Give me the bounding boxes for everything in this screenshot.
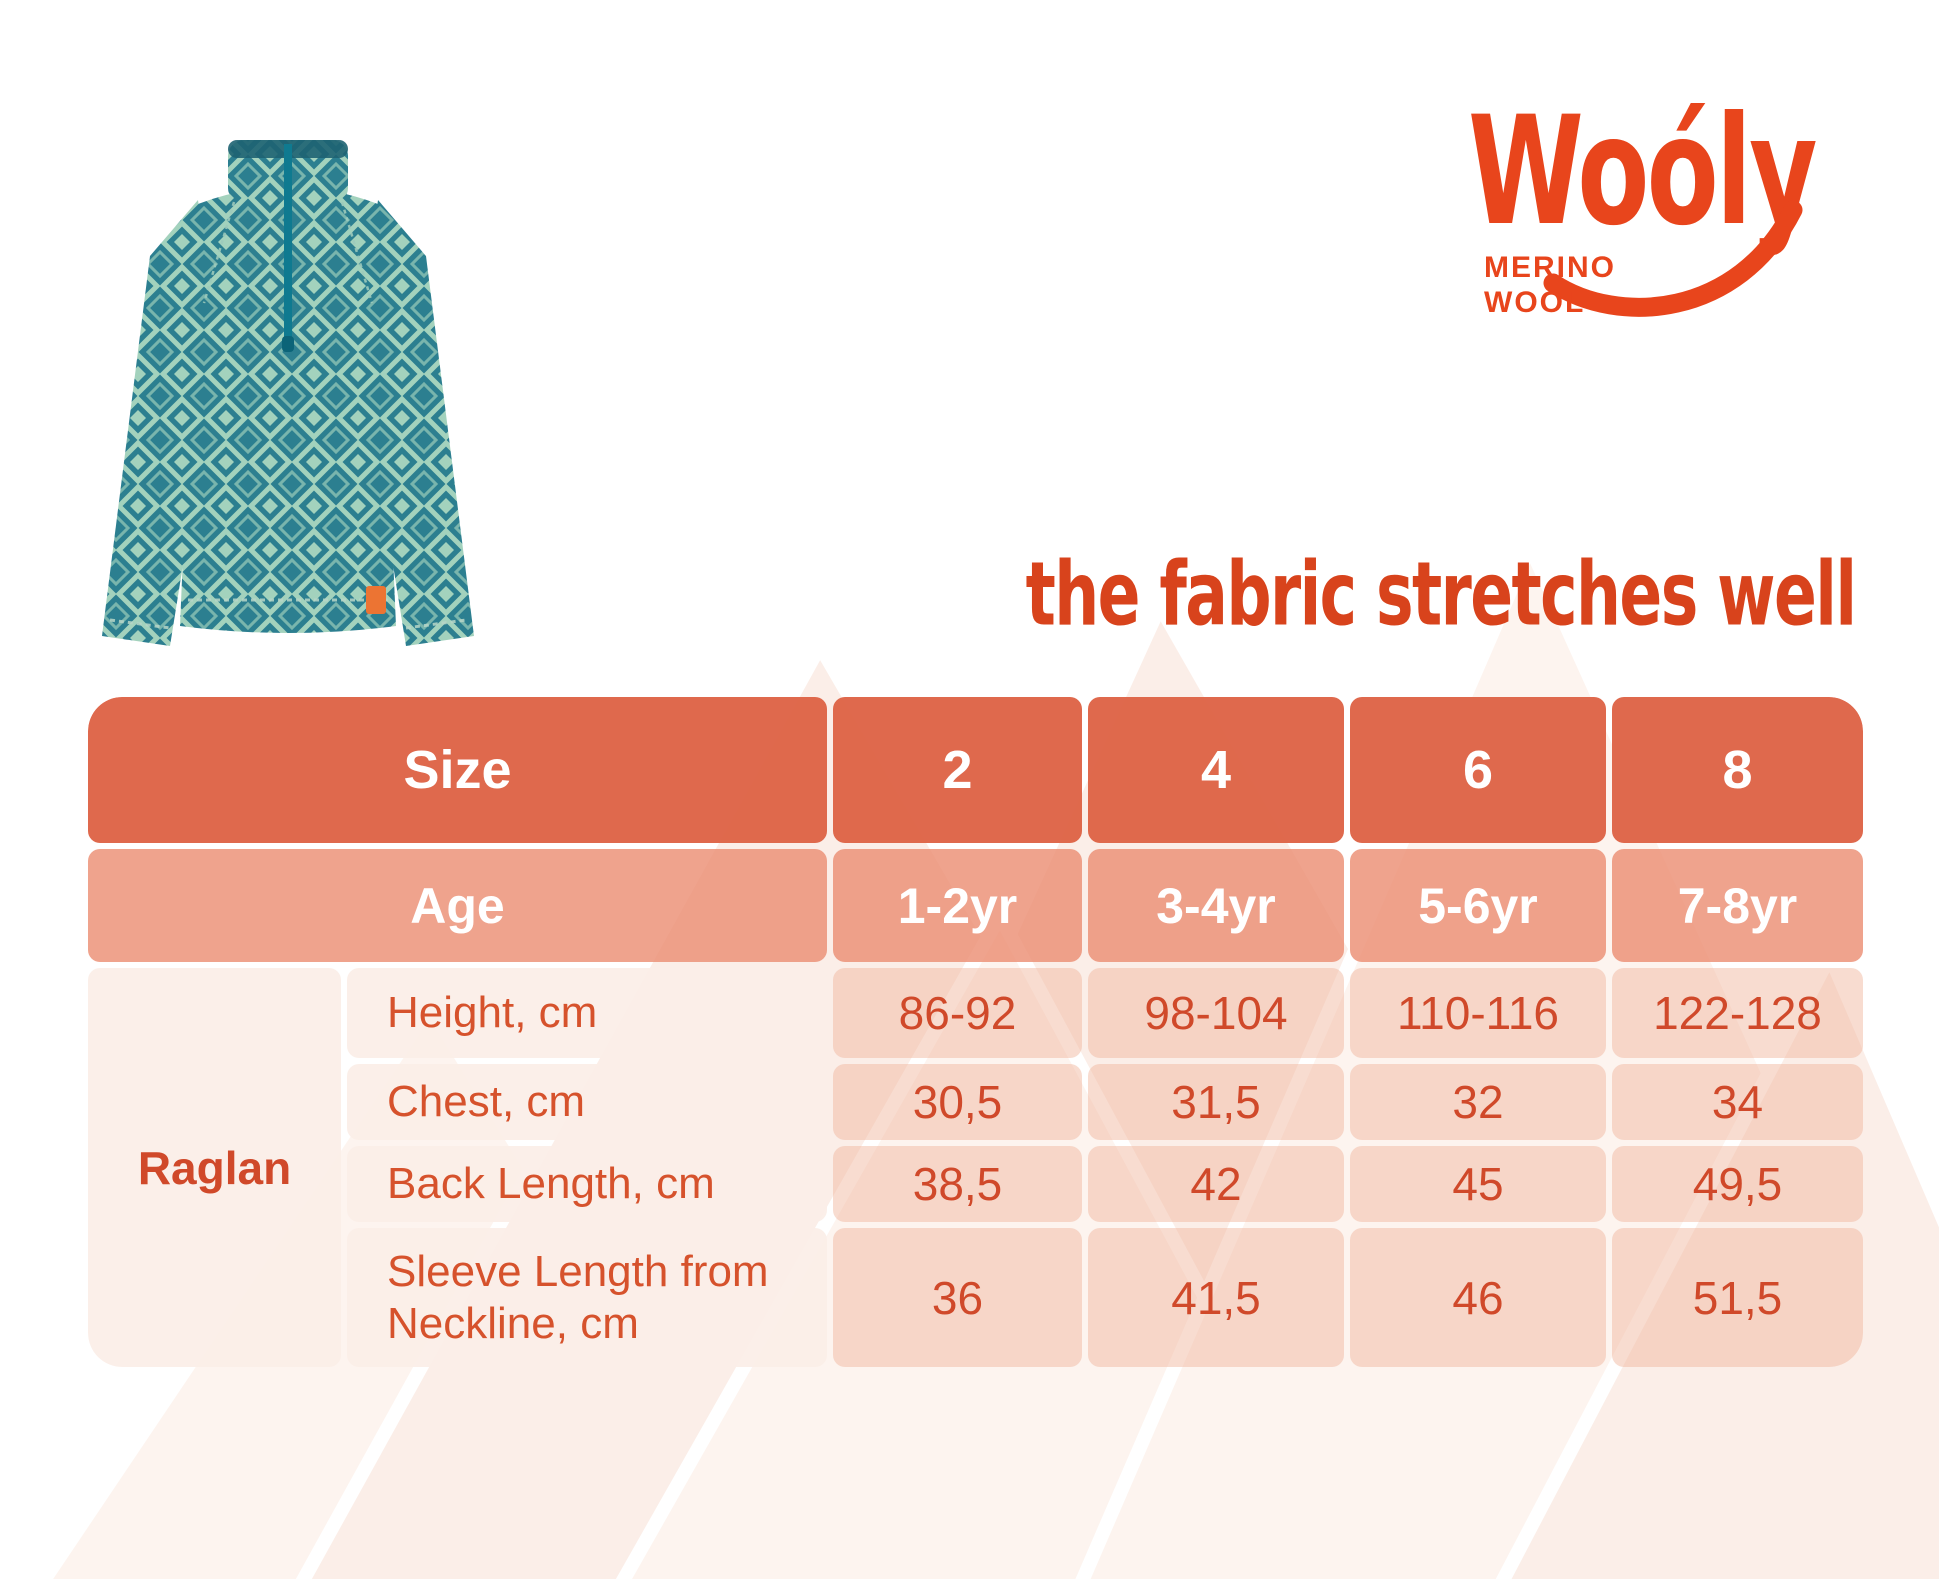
size-col-header-2: 2 <box>833 697 1082 843</box>
age-col-5-6yr: 5-6yr <box>1350 849 1606 962</box>
brand-logo-text: Woóly <box>1468 84 1816 259</box>
size-col-header-4: 4 <box>1088 697 1344 843</box>
size-col-header-8: 8 <box>1612 697 1863 843</box>
brand-merino-text: MERINO <box>1484 251 1616 284</box>
back-length-size8: 49,5 <box>1612 1146 1863 1222</box>
sleeve-length-size6: 46 <box>1350 1228 1606 1367</box>
tagline-text: the fabric stretches well <box>1025 543 1856 646</box>
brand-logo: Woóly MERINO WOOL <box>1458 78 1898 348</box>
mountain-peak-far-right <box>1493 949 1946 1586</box>
chest-size4: 31,5 <box>1088 1064 1344 1140</box>
chest-size6: 32 <box>1350 1064 1606 1140</box>
chest-size2: 30,5 <box>833 1064 1082 1140</box>
height-size4: 98-104 <box>1088 968 1344 1058</box>
sweater-raglan-seams <box>202 201 374 304</box>
back-length-size2: 38,5 <box>833 1146 1082 1222</box>
product-photo-raglan-sweater <box>72 88 504 648</box>
brand-wool-text: WOOL <box>1484 286 1585 319</box>
height-size2: 86-92 <box>833 968 1082 1058</box>
row-label-chest: Chest, cm <box>347 1064 827 1140</box>
back-length-size6: 45 <box>1350 1146 1606 1222</box>
sweater-brand-tag <box>366 586 386 614</box>
sweater-zipper-pull <box>282 336 294 352</box>
size-table: Size 2 4 6 8 Age 1-2yr 3-4yr 5-6yr 7-8yr… <box>88 697 1863 1367</box>
age-col-7-8yr: 7-8yr <box>1612 849 1863 962</box>
age-col-1-2yr: 1-2yr <box>833 849 1082 962</box>
sleeve-length-size2: 36 <box>833 1228 1082 1367</box>
age-header-cell: Age <box>88 849 827 962</box>
sweater-torso <box>180 187 396 633</box>
sweater-left-sleeve <box>102 200 218 646</box>
back-length-size4: 42 <box>1088 1146 1344 1222</box>
size-header-cell: Size <box>88 697 827 843</box>
sweater-hem-stitch <box>109 598 467 630</box>
sleeve-length-size8: 51,5 <box>1612 1228 1863 1367</box>
size-col-header-6: 6 <box>1350 697 1606 843</box>
sweater-illustration <box>102 140 474 646</box>
row-label-sleeve-length: Sleeve Length from Neckline, cm <box>347 1228 827 1367</box>
chest-size8: 34 <box>1612 1064 1863 1140</box>
row-label-height: Height, cm <box>347 968 827 1058</box>
sweater-right-sleeve <box>358 200 474 646</box>
brand-logo-swoosh <box>1543 200 1803 317</box>
age-col-3-4yr: 3-4yr <box>1088 849 1344 962</box>
sweater-zipper <box>284 144 292 340</box>
sleeve-length-size4: 41,5 <box>1088 1228 1344 1367</box>
height-size6: 110-116 <box>1350 968 1606 1058</box>
row-label-back-length: Back Length, cm <box>347 1146 827 1222</box>
raglan-group-cell: Raglan <box>88 968 341 1367</box>
height-size8: 122-128 <box>1612 968 1863 1058</box>
